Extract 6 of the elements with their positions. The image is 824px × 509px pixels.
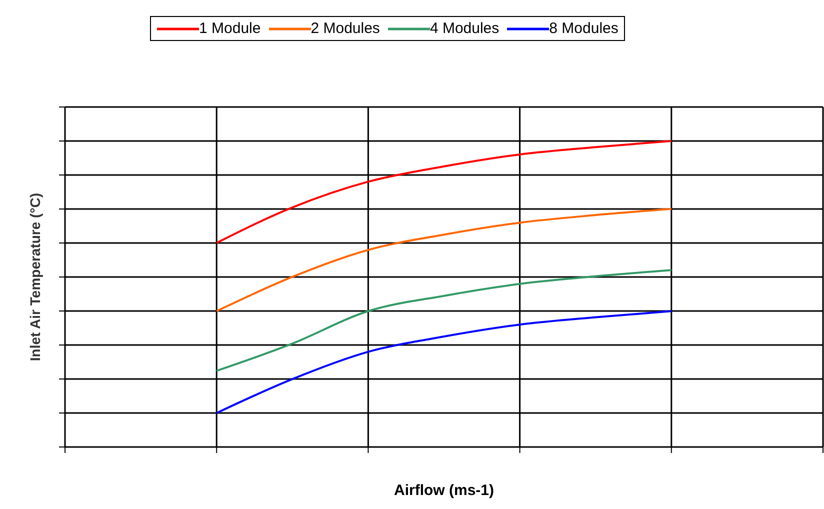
legend-label: 8 Modules	[549, 20, 618, 37]
y-axis-title: Inlet Air Temperature (°C)	[26, 192, 43, 362]
legend-label: 4 Modules	[430, 20, 500, 37]
legend-label: 1 Module	[199, 20, 261, 37]
legend-label: 2 Modules	[310, 20, 380, 37]
x-axis-title: Airflow (ms-1)	[394, 482, 494, 499]
